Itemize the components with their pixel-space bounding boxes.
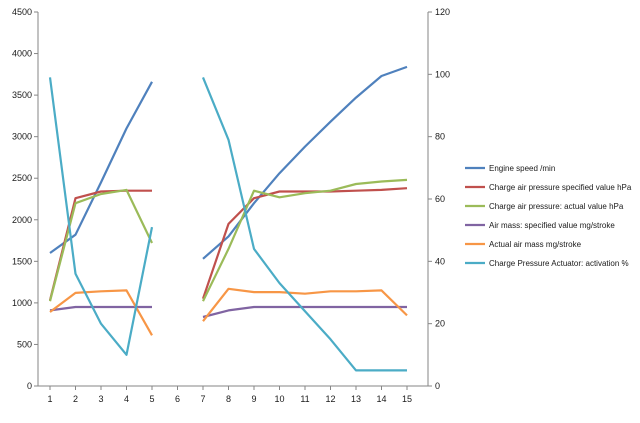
legend-label: Air mass: specified value mg/stroke [489, 221, 615, 230]
legend-label: Actual air mass mg/stroke [489, 240, 582, 249]
y-right-tick-label: 0 [435, 381, 440, 391]
y-left-tick-label: 1500 [12, 256, 32, 266]
x-tick-label: 12 [325, 394, 335, 404]
series-line-6 [48, 76, 407, 372]
y-left-tick-label: 500 [17, 339, 32, 349]
x-tick-label: 6 [175, 394, 180, 404]
y-left-tick-label: 3000 [12, 132, 32, 142]
series-line-3 [48, 178, 408, 302]
x-tick-label: 8 [226, 394, 231, 404]
x-tick-label: 15 [402, 394, 412, 404]
y-right-tick-label: 20 [435, 319, 445, 329]
x-tick-label: 2 [73, 394, 78, 404]
y-right-tick-label: 120 [435, 7, 450, 17]
y-left-tick-label: 4000 [12, 49, 32, 59]
x-tick-label: 4 [124, 394, 129, 404]
x-tick-label: 13 [351, 394, 361, 404]
legend-entry: Charge air pressure specified value hPa [465, 183, 632, 192]
series-segment [202, 178, 408, 302]
y-left-tick-label: 2500 [12, 173, 32, 183]
x-tick-label: 7 [200, 394, 205, 404]
x-tick-label: 10 [274, 394, 284, 404]
legend-label: Charge air pressure: actual value hPa [489, 202, 624, 211]
series-segment [49, 289, 153, 336]
y-right-tick-label: 80 [435, 132, 445, 142]
x-tick-label: 11 [300, 394, 309, 404]
series-segment [201, 187, 408, 300]
y-left-tick-label: 4500 [12, 7, 32, 17]
series-line-5 [49, 287, 408, 336]
y-left-tick-label: 1000 [12, 298, 32, 308]
legend-label: Charge air pressure specified value hPa [489, 183, 632, 192]
series-segment [202, 305, 407, 319]
y-left-tick-label: 2000 [12, 215, 32, 225]
y-right-tick-label: 40 [435, 256, 445, 266]
legend-entry: Air mass: specified value mg/stroke [465, 221, 615, 230]
legend-entry: Charge Pressure Actuator: activation % [465, 259, 629, 268]
x-tick-label: 3 [98, 394, 103, 404]
series-line-4 [49, 305, 407, 319]
series-line-1 [49, 65, 408, 260]
series-segment [202, 287, 408, 322]
legend-entry: Actual air mass mg/stroke [465, 240, 582, 249]
legend-entry: Engine speed /min [465, 164, 555, 173]
legend-label: Engine speed /min [489, 164, 555, 173]
x-tick-label: 1 [47, 394, 52, 404]
y-left-tick-label: 3500 [12, 90, 32, 100]
series-segment [48, 188, 153, 302]
y-right-tick-label: 100 [435, 69, 450, 79]
series-segment [201, 76, 407, 372]
y-left-tick-label: 0 [27, 381, 32, 391]
x-tick-label: 14 [376, 394, 386, 404]
x-tick-label: 9 [251, 394, 256, 404]
legend-entry: Charge air pressure: actual value hPa [465, 202, 624, 211]
legend-label: Charge Pressure Actuator: activation % [489, 259, 629, 268]
series-segment [49, 81, 153, 254]
series-line-2 [48, 187, 408, 301]
series-segment [48, 77, 154, 356]
x-tick-label: 5 [149, 394, 154, 404]
series-segment [202, 65, 408, 260]
y-right-tick-label: 60 [435, 194, 445, 204]
